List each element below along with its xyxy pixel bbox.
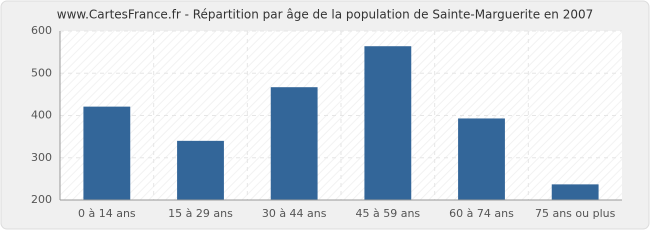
chart-title: www.CartesFrance.fr - Répartition par âg… <box>57 8 593 22</box>
bar <box>458 118 505 200</box>
y-tick-label: 200 <box>31 193 52 206</box>
y-tick-label: 600 <box>31 24 52 37</box>
y-tick-label: 500 <box>31 66 52 79</box>
chart: www.CartesFrance.fr - Répartition par âg… <box>0 0 650 230</box>
bar <box>83 106 131 200</box>
y-tick-label: 400 <box>31 109 52 122</box>
bar <box>270 87 318 200</box>
x-tick-label: 15 à 29 ans <box>168 207 233 220</box>
x-tick-label: 30 à 44 ans <box>262 207 327 220</box>
bar <box>177 140 224 200</box>
x-tick-label: 45 à 59 ans <box>355 207 420 220</box>
x-tick-label: 60 à 74 ans <box>449 207 514 220</box>
page: www.CartesFrance.fr - Répartition par âg… <box>0 0 650 230</box>
y-tick-label: 300 <box>31 151 52 164</box>
x-tick-label: 75 ans ou plus <box>535 207 616 220</box>
bar <box>364 46 412 201</box>
bar <box>551 184 599 200</box>
x-tick-label: 0 à 14 ans <box>78 207 136 220</box>
